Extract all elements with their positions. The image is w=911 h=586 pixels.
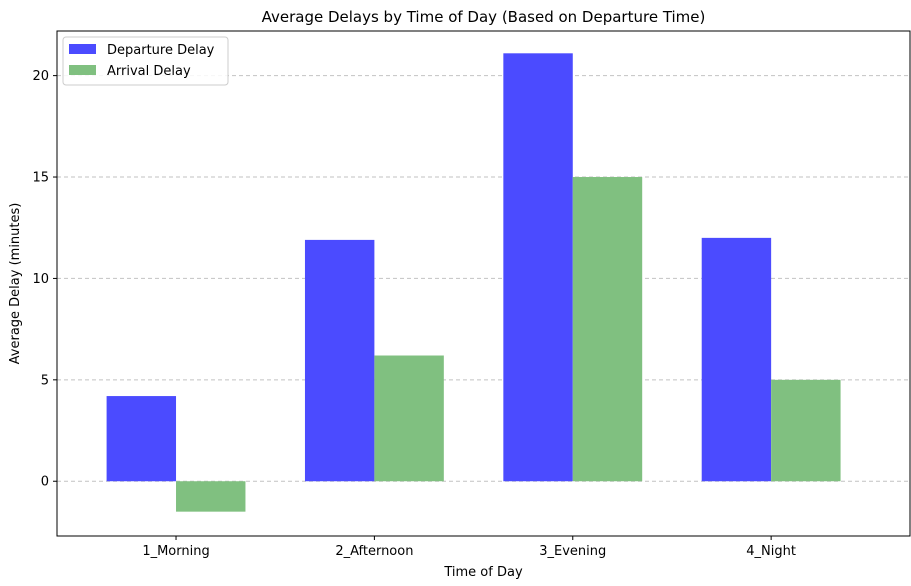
bar-arrival: [176, 481, 246, 512]
legend-label-departure: Departure Delay: [107, 43, 215, 58]
x-axis-label: Time of Day: [443, 565, 523, 580]
y-tick-label: 20: [32, 69, 49, 84]
bar-departure: [503, 53, 573, 482]
legend-swatch-departure: [69, 44, 96, 54]
legend-label-arrival: Arrival Delay: [107, 64, 191, 79]
y-axis-ticks: 0 5 10 15 20: [32, 69, 57, 490]
bar-departure: [106, 396, 177, 482]
bar-departure: [701, 237, 772, 482]
x-tick-label: 2_Afternoon: [335, 544, 413, 559]
chart-title: Average Delays by Time of Day (Based on …: [262, 8, 706, 26]
y-tick-label: 0: [41, 475, 49, 490]
x-tick-label: 1_Morning: [142, 544, 209, 559]
y-tick-label: 15: [32, 171, 49, 186]
x-tick-label: 3_Evening: [539, 544, 606, 559]
plot-frame: [56, 30, 911, 537]
x-axis-ticks: 1_Morning 2_Afternoon 3_Evening 4_Night: [142, 536, 796, 559]
legend-box: [62, 36, 229, 86]
bar-departure: [304, 239, 375, 482]
y-tick-label: 10: [32, 272, 49, 287]
legend: Departure Delay Arrival Delay: [62, 36, 229, 86]
y-tick-label: 5: [41, 373, 49, 388]
bar-arrival: [771, 379, 841, 482]
legend-swatch-arrival: [69, 65, 96, 75]
bar-arrival: [374, 355, 444, 482]
y-axis-label: Average Delay (minutes): [8, 203, 23, 365]
x-tick-label: 4_Night: [746, 544, 796, 559]
bars: [106, 53, 841, 512]
bar-arrival: [572, 177, 643, 482]
